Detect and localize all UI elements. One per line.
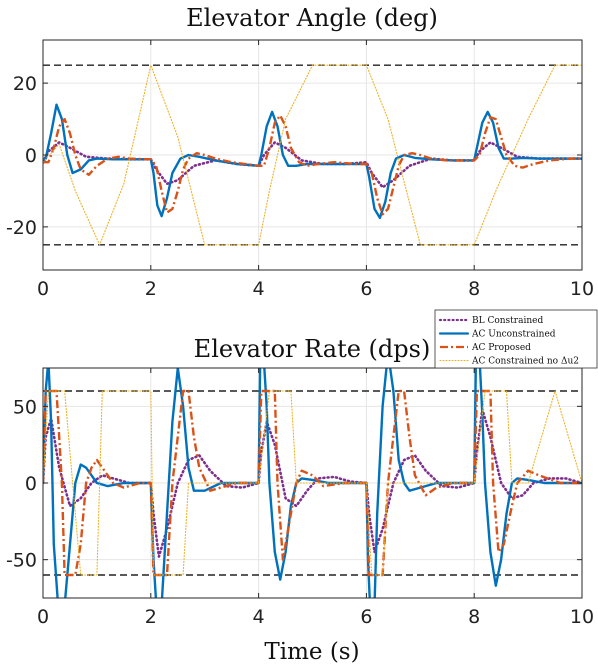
- x-tick-label: 6: [360, 278, 372, 300]
- x-tick-label: 10: [570, 278, 594, 300]
- x-tick-label: 4: [253, 606, 265, 628]
- elevator-angle-title: Elevator Angle (deg): [186, 4, 438, 32]
- x-tick-label: 8: [468, 606, 480, 628]
- x-tick-label: 2: [145, 606, 157, 628]
- x-tick-label: 4: [253, 278, 265, 300]
- series-line-bl-constrained: [43, 408, 582, 558]
- series-line-ac-unconstrained: [43, 103, 582, 220]
- legend-label-ac-unconstrained: AC Unconstrained: [471, 330, 556, 340]
- legend-label-ac-constrained-no-u2: AC Constrained no Δu2: [471, 357, 579, 367]
- x-tick-label: 6: [360, 606, 372, 628]
- elevator-angle-panel: Elevator Angle (deg) 0 2 4 6 8 10 -20 0 20: [6, 4, 594, 300]
- elevator-rate-series: [43, 368, 582, 598]
- series-line-ac-proposed: [43, 114, 582, 216]
- y-tick-label: 0: [25, 145, 37, 167]
- elevator-rate-limit-lines: [43, 390, 582, 576]
- x-tick-label: 0: [37, 278, 49, 300]
- y-tick-label: 50: [13, 396, 37, 418]
- y-tick-label: 0: [25, 473, 37, 495]
- elevator-rate-title: Elevator Rate (dps): [194, 335, 431, 363]
- series-line-ac-unconstrained: [43, 368, 582, 598]
- legend: BL Constrained AC Unconstrained AC Propose…: [434, 309, 598, 369]
- legend-label-bl-constrained: BL Constrained: [472, 316, 543, 326]
- series-line-ac-proposed: [43, 389, 582, 577]
- y-tick-label: 20: [13, 73, 37, 95]
- series-line-ac-constrained-no-u2: [43, 64, 582, 246]
- series-line-ac-constrained-no-u2: [43, 390, 582, 576]
- time-axis-label: Time (s): [264, 639, 359, 665]
- elevator-rate-tick-labels: 0 2 4 6 8 10 -50 0 50: [6, 368, 594, 628]
- y-tick-label: -50: [6, 550, 37, 572]
- y-tick-label: -20: [6, 217, 37, 239]
- x-tick-label: 0: [37, 606, 49, 628]
- elevator-rate-panel: Elevator Rate (dps) 0 2 4 6 8 10 -50 0 50 Time (…: [6, 335, 594, 665]
- elevator-angle-series: [43, 64, 582, 246]
- elevator-angle-tick-labels: 0 2 4 6 8 10 -20 0 20: [6, 40, 594, 300]
- x-tick-label: 2: [145, 278, 157, 300]
- x-tick-label: 10: [570, 606, 594, 628]
- legend-label-ac-proposed: AC Proposed: [471, 343, 531, 353]
- x-tick-label: 8: [468, 278, 480, 300]
